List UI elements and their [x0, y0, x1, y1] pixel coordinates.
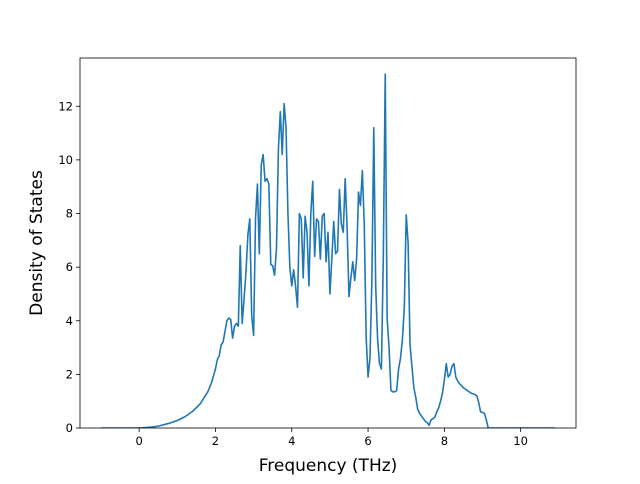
y-tick-label: 2 [66, 367, 73, 381]
axes-frame [79, 57, 577, 429]
y-axis-label: Density of States [27, 170, 47, 316]
y-axis-ticks: 0 2 4 6 8 10 12 [58, 99, 80, 435]
x-tick-label: 6 [364, 434, 371, 448]
x-tick-label: 2 [212, 434, 219, 448]
y-tick-label: 6 [66, 260, 73, 274]
y-tick-label: 0 [66, 421, 73, 435]
x-axis-label: Frequency (THz) [259, 456, 398, 476]
y-tick-label: 12 [58, 99, 73, 113]
x-tick-label: 10 [513, 434, 528, 448]
dos-series-line [100, 73, 556, 428]
x-axis-ticks: 0 2 4 6 8 10 [135, 428, 528, 448]
y-tick-label: 4 [66, 314, 73, 328]
x-tick-label: 4 [288, 434, 295, 448]
x-tick-label: 0 [135, 434, 142, 448]
y-tick-label: 10 [58, 153, 73, 167]
y-tick-label: 8 [66, 207, 73, 221]
x-tick-label: 8 [441, 434, 448, 448]
